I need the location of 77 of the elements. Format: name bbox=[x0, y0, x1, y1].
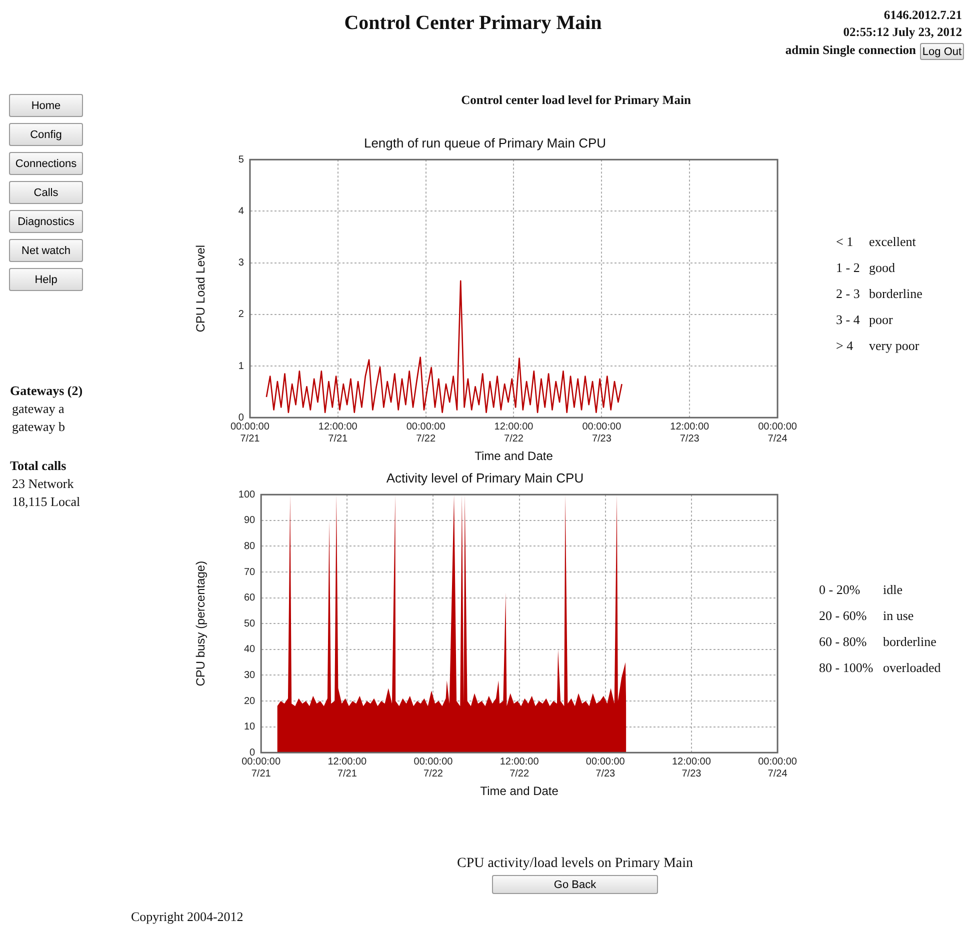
text: in use bbox=[883, 608, 914, 624]
text: Go Back bbox=[492, 875, 658, 894]
x-tick-label: 12:00:00 7/22 bbox=[494, 421, 534, 444]
x-tick-label: 12:00:00 7/22 bbox=[500, 756, 540, 780]
text: poor bbox=[869, 312, 893, 328]
y-tick-label: 40 bbox=[244, 644, 256, 656]
text: 80 - 100% bbox=[819, 660, 874, 676]
x-tick-label: 12:00:00 7/21 bbox=[328, 756, 368, 780]
text: Control center load level for Primary Main bbox=[460, 93, 692, 108]
chart-title: Activity level of Primary Main CPU bbox=[386, 470, 584, 486]
y-tick-label: 2 bbox=[238, 309, 244, 320]
x-axis-title: Time and Date bbox=[474, 449, 554, 464]
text: overloaded bbox=[883, 660, 941, 676]
text: 0 - 20% bbox=[819, 582, 860, 598]
text: admin Single connection bbox=[785, 43, 916, 58]
chart-title: Length of run queue of Primary Main CPU bbox=[364, 135, 606, 150]
text: Log Out bbox=[920, 43, 964, 60]
text: Total calls bbox=[10, 458, 66, 474]
y-tick-label: 90 bbox=[244, 515, 256, 526]
text: excellent bbox=[869, 234, 916, 250]
x-tick-label: 00:00:00 7/21 bbox=[230, 421, 270, 444]
text: Net watch bbox=[9, 239, 83, 262]
x-tick-label: 12:00:00 7/23 bbox=[670, 421, 710, 444]
y-tick-label: 60 bbox=[244, 592, 256, 604]
x-tick-label: 12:00:00 7/23 bbox=[672, 756, 712, 780]
text: gateway a bbox=[12, 401, 64, 417]
y-tick-label: 20 bbox=[244, 696, 256, 707]
text: borderline bbox=[883, 634, 936, 650]
text: very poor bbox=[869, 338, 920, 354]
y-tick-label: 100 bbox=[238, 489, 256, 500]
text: 20 - 60% bbox=[819, 608, 867, 624]
y-tick-label: 1 bbox=[238, 360, 244, 372]
text: 6146.2012.7.21 bbox=[884, 8, 962, 23]
text: 60 - 80% bbox=[819, 634, 867, 650]
text: Copyright 2004-2012 bbox=[131, 909, 244, 924]
y-tick-label: 30 bbox=[244, 670, 256, 681]
y-axis-title: CPU Load Level bbox=[194, 244, 208, 332]
text: 18,115 Local bbox=[12, 494, 80, 510]
text: Calls bbox=[9, 181, 83, 204]
x-tick-label: 00:00:00 7/21 bbox=[242, 756, 281, 780]
text: good bbox=[869, 260, 895, 276]
text: Control Center Primary Main bbox=[344, 12, 602, 34]
text: Home bbox=[9, 94, 83, 117]
y-tick-label: 10 bbox=[244, 722, 256, 733]
text: Connections bbox=[9, 152, 83, 175]
x-tick-label: 00:00:00 7/24 bbox=[758, 421, 798, 444]
text: > 4 bbox=[836, 338, 854, 354]
text: 2 - 3 bbox=[836, 286, 860, 302]
y-tick-label: 4 bbox=[238, 206, 244, 217]
x-tick-label: 00:00:00 7/24 bbox=[758, 756, 798, 780]
text: 3 - 4 bbox=[836, 312, 860, 328]
y-tick-label: 5 bbox=[238, 154, 244, 166]
text: CPU activity/load levels on Primary Main bbox=[456, 856, 694, 872]
text: 1 - 2 bbox=[836, 260, 860, 276]
text: 23 Network bbox=[12, 476, 74, 492]
y-tick-label: 50 bbox=[244, 618, 256, 630]
x-tick-label: 00:00:00 7/23 bbox=[586, 756, 626, 780]
y-tick-label: 0 bbox=[250, 747, 256, 758]
y-tick-label: 3 bbox=[238, 258, 244, 269]
y-axis-title: CPU busy (percentage) bbox=[194, 560, 208, 686]
text: < 1 bbox=[836, 234, 854, 250]
y-tick-label: 0 bbox=[238, 412, 244, 424]
text: Help bbox=[9, 268, 83, 291]
text: Diagnostics bbox=[9, 210, 83, 233]
text: Gateways (2) bbox=[10, 383, 83, 399]
text: 02:55:12 July 23, 2012 bbox=[843, 25, 962, 40]
x-tick-label: 12:00:00 7/21 bbox=[318, 421, 358, 444]
x-tick-label: 00:00:00 7/23 bbox=[582, 421, 622, 444]
y-tick-label: 80 bbox=[244, 540, 256, 552]
text: borderline bbox=[869, 286, 922, 302]
x-tick-label: 00:00:00 7/22 bbox=[414, 756, 454, 780]
x-tick-label: 00:00:00 7/22 bbox=[406, 421, 446, 444]
text: idle bbox=[883, 582, 902, 598]
x-axis-title: Time and Date bbox=[480, 784, 559, 798]
y-tick-label: 70 bbox=[244, 566, 256, 578]
text: Config bbox=[9, 123, 83, 146]
text: gateway b bbox=[12, 419, 66, 435]
